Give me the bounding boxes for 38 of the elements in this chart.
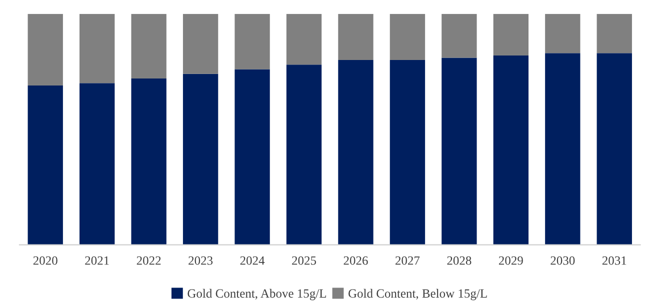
legend-label: Gold Content, Below 15g/L: [348, 288, 487, 300]
bar: [131, 78, 166, 245]
bar: [182, 14, 218, 74]
bar: [286, 64, 322, 245]
bar: [545, 14, 580, 54]
bar: [493, 55, 529, 245]
bar: [80, 14, 115, 84]
x-tick-label: 2023: [188, 256, 213, 265]
bar: [338, 60, 374, 245]
bar: [596, 14, 632, 54]
bar: [28, 14, 63, 86]
bar: [493, 14, 529, 56]
x-tick-label: 2022: [136, 256, 161, 265]
x-tick-label: 2031: [602, 256, 626, 265]
bar: [80, 83, 115, 245]
x-tick-label: 2020: [33, 256, 58, 265]
bar: [286, 14, 322, 65]
bar: [338, 14, 374, 60]
bar: [545, 53, 580, 245]
x-tick-label: 2030: [550, 256, 575, 265]
bar: [234, 14, 270, 70]
bar: [234, 69, 270, 245]
x-tick-label: 2024: [240, 256, 265, 265]
bar: [442, 14, 477, 58]
bar: [390, 14, 426, 60]
bar: [182, 74, 218, 245]
x-tick-label: 2021: [85, 256, 109, 265]
legend-label: Gold Content, Above 15g/L: [188, 288, 326, 300]
bar: [131, 14, 166, 79]
bar: [28, 85, 63, 245]
bar: [390, 60, 426, 245]
x-tick-label: 2028: [447, 256, 472, 265]
x-tick-label: 2026: [344, 256, 368, 265]
bar: [442, 58, 477, 245]
x-tick-label: 2029: [498, 256, 523, 265]
x-tick-label: 2025: [292, 256, 316, 265]
x-tick-label: 2027: [396, 256, 420, 265]
bar: [596, 53, 632, 245]
